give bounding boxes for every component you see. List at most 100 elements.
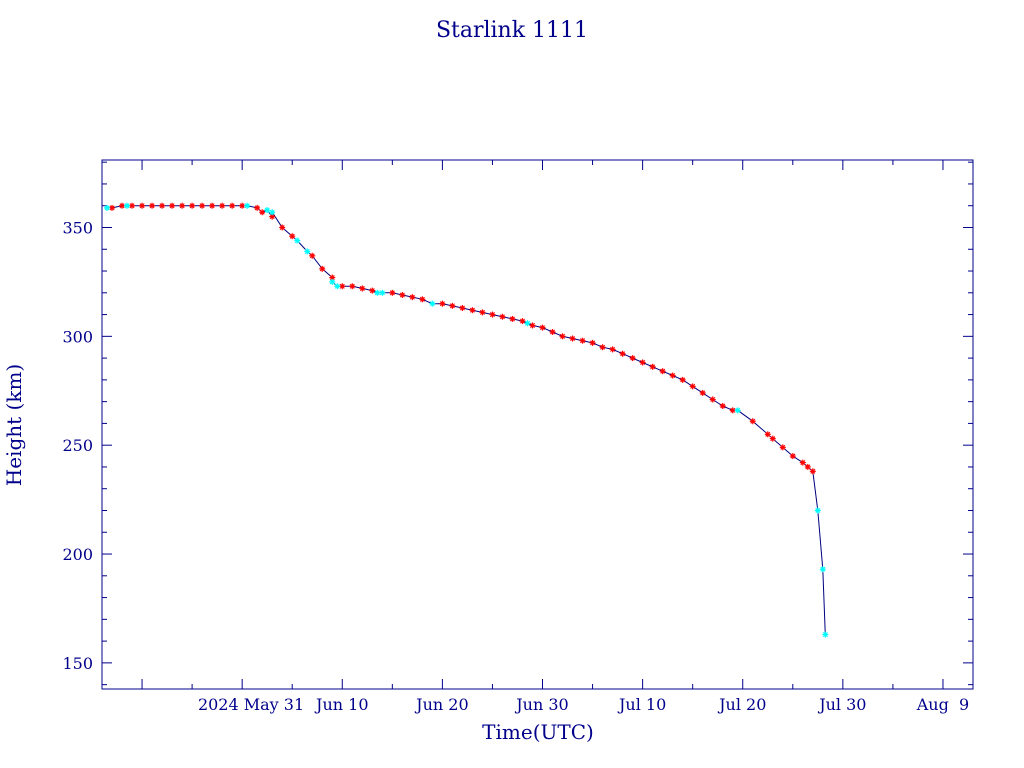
marker-stroke — [449, 303, 455, 309]
data-point-red — [349, 283, 356, 290]
marker-stroke — [600, 344, 606, 350]
y-tick-label: 300 — [62, 327, 93, 346]
data-point-red — [639, 359, 646, 366]
data-point-red — [689, 383, 696, 390]
x-tick-labels: 2024 May 31 Jun 10 Jun 20 Jun 30 Jul 10 Jul 2… — [198, 695, 969, 714]
marker-stroke — [374, 290, 380, 296]
data-point-red — [579, 337, 586, 344]
data-point-red — [599, 344, 606, 351]
data-point-red — [219, 202, 226, 209]
marker-stroke — [580, 338, 586, 344]
marker-stroke — [710, 396, 716, 402]
data-point-red — [519, 318, 526, 325]
data-point-red — [309, 252, 316, 259]
marker-stroke — [259, 209, 265, 215]
marker-stroke — [790, 453, 796, 459]
data-point-red — [119, 202, 126, 209]
data-point-cyan — [104, 204, 111, 211]
x-axis-label: Time(UTC) — [482, 720, 594, 744]
marker-stroke — [104, 205, 110, 211]
marker-stroke — [539, 325, 546, 331]
y-tick-label: 150 — [62, 654, 93, 673]
marker-stroke — [560, 333, 566, 339]
marker-stroke — [489, 312, 495, 318]
data-point-red — [679, 376, 686, 383]
data-point-cyan — [379, 289, 386, 296]
data-point-red — [139, 202, 146, 209]
data-point-red — [109, 204, 116, 211]
marker-stroke — [459, 305, 465, 311]
marker-stroke — [169, 203, 175, 209]
marker-stroke — [334, 283, 340, 289]
data-point-red — [169, 202, 176, 209]
data-point-red — [254, 204, 261, 211]
marker-stroke — [720, 403, 726, 409]
marker-stroke — [620, 351, 626, 357]
marker-stroke — [359, 285, 365, 291]
data-point-red — [269, 213, 276, 220]
marker-stroke — [549, 329, 556, 335]
marker-stroke — [109, 205, 115, 211]
chart-title: Starlink 1111 — [436, 18, 588, 43]
data-point-red — [469, 307, 476, 314]
x-tick-label: Jun 30 — [514, 695, 568, 714]
marker-stroke — [650, 364, 656, 370]
y-axis-label: Height (km) — [2, 364, 26, 486]
marker-stroke — [800, 460, 806, 466]
marker-stroke — [269, 214, 275, 220]
data-point-red — [259, 209, 266, 216]
marker-stroke — [780, 444, 786, 450]
marker-stroke — [329, 275, 335, 281]
marker-stroke — [209, 203, 215, 209]
marker-stroke — [189, 203, 195, 209]
marker-stroke — [700, 390, 706, 396]
data-point-red — [649, 363, 656, 370]
data-point-red — [569, 335, 576, 342]
marker-stroke — [610, 346, 616, 352]
data-point-red — [719, 402, 726, 409]
data-point-red — [179, 202, 186, 209]
data-point-red — [709, 396, 716, 403]
marker-stroke — [815, 507, 821, 514]
marker-stroke — [439, 301, 445, 307]
data-point-red — [749, 418, 756, 425]
data-point-red — [509, 315, 516, 322]
data-point-red — [809, 468, 816, 475]
data-point-red — [489, 311, 496, 318]
x-tick-label: Jul 10 — [617, 695, 666, 714]
marker-stroke — [389, 290, 395, 296]
marker-stroke — [139, 203, 145, 209]
data-point-red — [699, 389, 706, 396]
marker-stroke — [730, 407, 736, 413]
marker-stroke — [822, 632, 828, 638]
data-point-red — [369, 287, 376, 294]
series-line — [107, 205, 826, 635]
data-point-cyan — [264, 207, 271, 214]
data-point-cyan — [334, 283, 341, 290]
data-point-cyan — [524, 320, 531, 327]
marker-stroke — [519, 318, 526, 324]
marker-stroke — [640, 359, 646, 365]
data-point-red — [729, 407, 736, 414]
data-point-red — [609, 346, 616, 353]
data-point-red — [319, 265, 326, 272]
data-point-cyan — [244, 202, 251, 209]
data-point-cyan — [819, 566, 826, 573]
data-point-red — [399, 291, 406, 298]
data-point-red — [339, 283, 346, 290]
data-point-cyan — [374, 289, 381, 296]
data-point-red — [499, 313, 506, 320]
data-point-red — [419, 296, 426, 303]
marker-stroke — [690, 383, 696, 389]
plot-frame — [101, 159, 974, 690]
data-point-red — [669, 372, 676, 379]
marker-stroke — [670, 372, 676, 379]
data-point-red — [149, 202, 156, 209]
data-point-red — [289, 233, 296, 240]
marker-stroke — [590, 340, 596, 346]
data-point-cyan — [734, 407, 741, 414]
data-point-red — [439, 300, 446, 307]
x-tick-label: 2024 May 31 — [198, 695, 304, 714]
marker-stroke — [630, 355, 636, 361]
